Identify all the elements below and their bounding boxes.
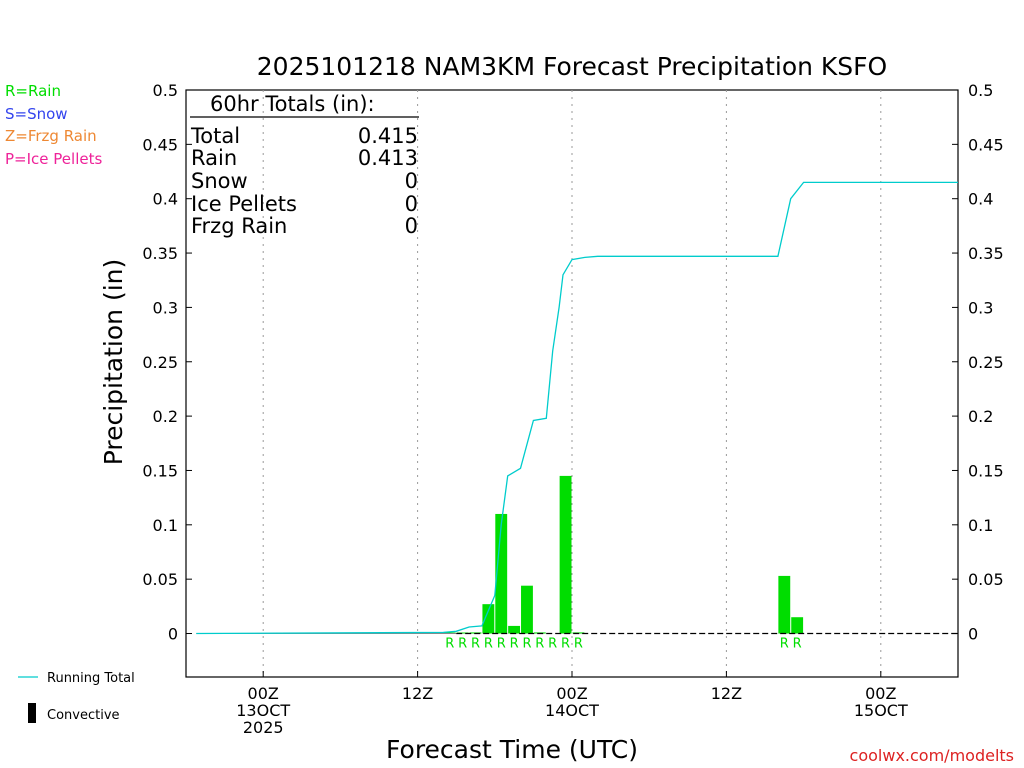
y-tick-label-right: 0.25 [968,353,1004,372]
x-tick-label: 2025 [243,718,284,737]
y-tick-label-right: 0.4 [968,190,993,209]
rain-bar [508,625,521,634]
y-tick-label-right: 0 [968,625,978,644]
y-tick-label-right: 0.1 [968,516,993,535]
y-tick-label-right: 0.45 [968,135,1004,154]
legend-snow-key: S=Snow [5,105,68,123]
y-tick-label-left: 0.35 [142,244,178,263]
x-tick-label: 00Z [556,684,587,703]
rain-bar [456,632,469,634]
x-tick-label: 00Z [865,684,896,703]
precip-type-label: R [497,637,506,652]
x-tick-label: 13OCT [236,701,290,720]
x-tick-label: 12Z [711,684,742,703]
precip-type-label: R [458,637,467,652]
bars-group [443,475,804,634]
legend-ice-key: P=Ice Pellets [5,150,102,168]
y-tick-label-left: 0.1 [153,516,178,535]
y-tick-label-left: 0.2 [153,407,178,426]
totals-value-snow: 0 [405,169,418,193]
totals-value-rain: 0.413 [358,146,418,170]
x-tick-label: 15OCT [854,701,908,720]
y-axis-title: Precipitation (in) [99,259,128,466]
rain-bar [791,617,804,634]
legend-rain-key: R=Rain [5,82,61,100]
x-tick-label: 14OCT [545,701,599,720]
precip-type-label: R [535,637,544,652]
y-tick-label-right: 0.35 [968,244,1004,263]
y-tick-label-left: 0.5 [153,81,178,100]
precip-type-label: R [471,637,480,652]
totals-box: 60hr Totals (in): Total 0.415 Rain 0.413… [190,92,419,238]
precip-type-label: R [561,637,570,652]
totals-value-total: 0.415 [358,124,418,148]
y-tick-label-right: 0.5 [968,81,993,100]
y-tick-label-left: 0.45 [142,135,178,154]
rain-bar [482,604,495,634]
running-total-line [196,181,958,635]
precip-type-label: R [793,637,802,652]
precip-type-label: R [484,637,493,652]
totals-label-ice-pellets: Ice Pellets [191,192,297,216]
x-tick-label: 12Z [402,684,433,703]
x-axis-title: Forecast Time (UTC) [386,735,638,764]
y-tick-label-right: 0.3 [968,298,993,317]
x-tick-label: 00Z [248,684,279,703]
convective-legend-label: Convective [47,708,120,723]
rain-bar [778,575,791,634]
precip-type-label: R [574,637,583,652]
running-total-legend-label: Running Total [47,671,135,686]
running-total-group [196,181,958,635]
rain-bar [495,513,508,634]
rain-bar [559,475,572,634]
y-tick-label-left: 0.25 [142,353,178,372]
y-tick-label-left: 0.15 [142,461,178,480]
totals-label-snow: Snow [191,169,248,193]
legend-frzg-key: Z=Frzg Rain [5,127,97,145]
y-tick-label-left: 0 [168,625,178,644]
precip-type-label: R [510,637,519,652]
precip-type-label: R [780,637,789,652]
totals-label-total: Total [190,124,240,148]
rain-bar [521,585,533,634]
y-tick-label-left: 0.05 [142,570,178,589]
y-tick-label-right: 0.2 [968,407,993,426]
y-tick-label-right: 0.05 [968,570,1004,589]
convective-legend-swatch [28,703,36,723]
totals-header: 60hr Totals (in): [210,92,375,116]
precip-type-label: R [445,637,454,652]
y-tick-label-left: 0.4 [153,190,178,209]
totals-value-ice-pellets: 0 [405,192,418,216]
credit-text: coolwx.com/modelts [850,746,1014,765]
y-axis-right: 0.5 0.45 0.4 0.35 0.3 0.25 0.2 0.15 0.1 0.05 0 [952,81,1004,644]
totals-value-frzg-rain: 0 [405,214,418,238]
precip-type-label: R [522,637,531,652]
y-tick-label-right: 0.15 [968,461,1004,480]
y-tick-label-left: 0.3 [153,298,178,317]
totals-label-frzg-rain: Frzg Rain [191,214,287,238]
precip-type-label: R [548,637,557,652]
chart-title: 2025101218 NAM3KM Forecast Precipitation… [257,52,887,81]
y-axis-left: 0.5 0.45 0.4 0.35 0.3 0.25 0.2 0.15 0.1 0.05 0 [142,81,192,644]
totals-label-rain: Rain [191,146,237,170]
